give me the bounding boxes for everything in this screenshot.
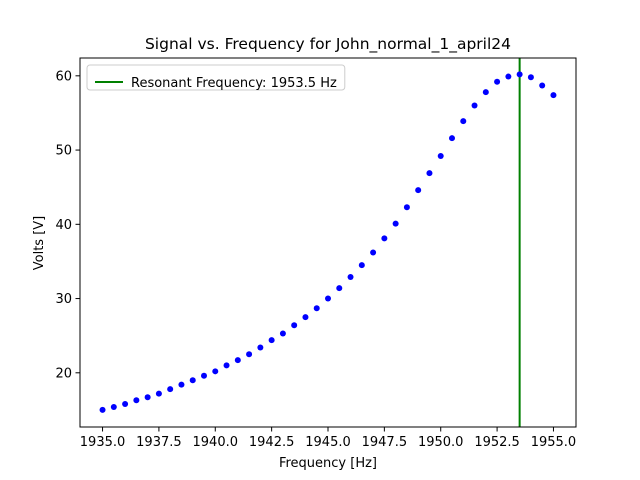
data-point (550, 92, 557, 99)
legend: Resonant Frequency: 1953.5 Hz (86, 64, 346, 91)
data-point (539, 82, 546, 89)
y-tick-label: 50 (55, 144, 72, 159)
x-tick-label: 1955.0 (531, 435, 577, 450)
y-tick-label: 60 (55, 69, 72, 84)
data-point (268, 337, 275, 344)
data-point (122, 400, 129, 407)
chart-title: Signal vs. Frequency for John_normal_1_a… (145, 35, 511, 54)
data-point (370, 249, 377, 256)
data-point (234, 357, 241, 364)
plot-area (99, 58, 557, 427)
data-point (313, 305, 320, 312)
data-point (178, 381, 185, 388)
data-point (527, 74, 534, 81)
x-tick-label: 1947.5 (362, 435, 408, 450)
data-point (381, 235, 388, 242)
data-point (212, 368, 219, 375)
data-point (155, 390, 162, 397)
data-point (99, 406, 106, 413)
y-axis-label: Volts [V] (32, 216, 47, 271)
data-point (403, 204, 410, 211)
x-tick-label: 1937.5 (136, 435, 182, 450)
legend-label: Resonant Frequency: 1953.5 Hz (131, 76, 337, 91)
data-point (460, 118, 467, 125)
y-tick-label: 30 (55, 292, 72, 307)
data-point (257, 344, 264, 351)
data-point (279, 330, 286, 337)
data-point (325, 295, 331, 302)
data-point (110, 403, 117, 410)
data-point (437, 153, 444, 160)
plot-frame (79, 57, 577, 428)
data-point (392, 220, 399, 227)
x-tick-label: 1940.0 (193, 435, 239, 450)
data-point (426, 170, 433, 177)
data-point (505, 73, 512, 80)
data-point (347, 274, 354, 281)
data-point (291, 322, 298, 329)
x-tick-label: 1952.5 (474, 435, 520, 450)
x-tick-label: 1942.5 (249, 435, 295, 450)
data-point (133, 397, 140, 404)
y-axis: 20 30 40 50 60 (55, 69, 80, 381)
x-tick-label: 1950.0 (418, 435, 464, 450)
data-point (167, 386, 174, 393)
legend-box (86, 64, 346, 91)
data-point (449, 135, 455, 142)
data-point (223, 362, 230, 369)
data-point (336, 285, 343, 292)
data-point (358, 262, 365, 269)
data-point (302, 314, 309, 321)
x-tick-label: 1935.0 (80, 435, 126, 450)
data-point (189, 377, 196, 384)
data-point (494, 78, 501, 85)
y-tick-label: 40 (55, 218, 72, 233)
data-point (516, 71, 523, 78)
x-tick-label: 1945.0 (305, 435, 351, 450)
data-point (482, 89, 489, 96)
data-point (144, 394, 151, 401)
x-axis-label: Frequency [Hz] (279, 456, 377, 471)
y-tick-label: 20 (55, 366, 72, 381)
data-point (415, 187, 422, 194)
data-point (246, 351, 253, 358)
x-axis: 1935.0 1937.5 1940.0 1942.5 1945.0 1947.5 1950… (80, 427, 576, 450)
data-point (471, 102, 478, 109)
data-point (201, 372, 207, 379)
